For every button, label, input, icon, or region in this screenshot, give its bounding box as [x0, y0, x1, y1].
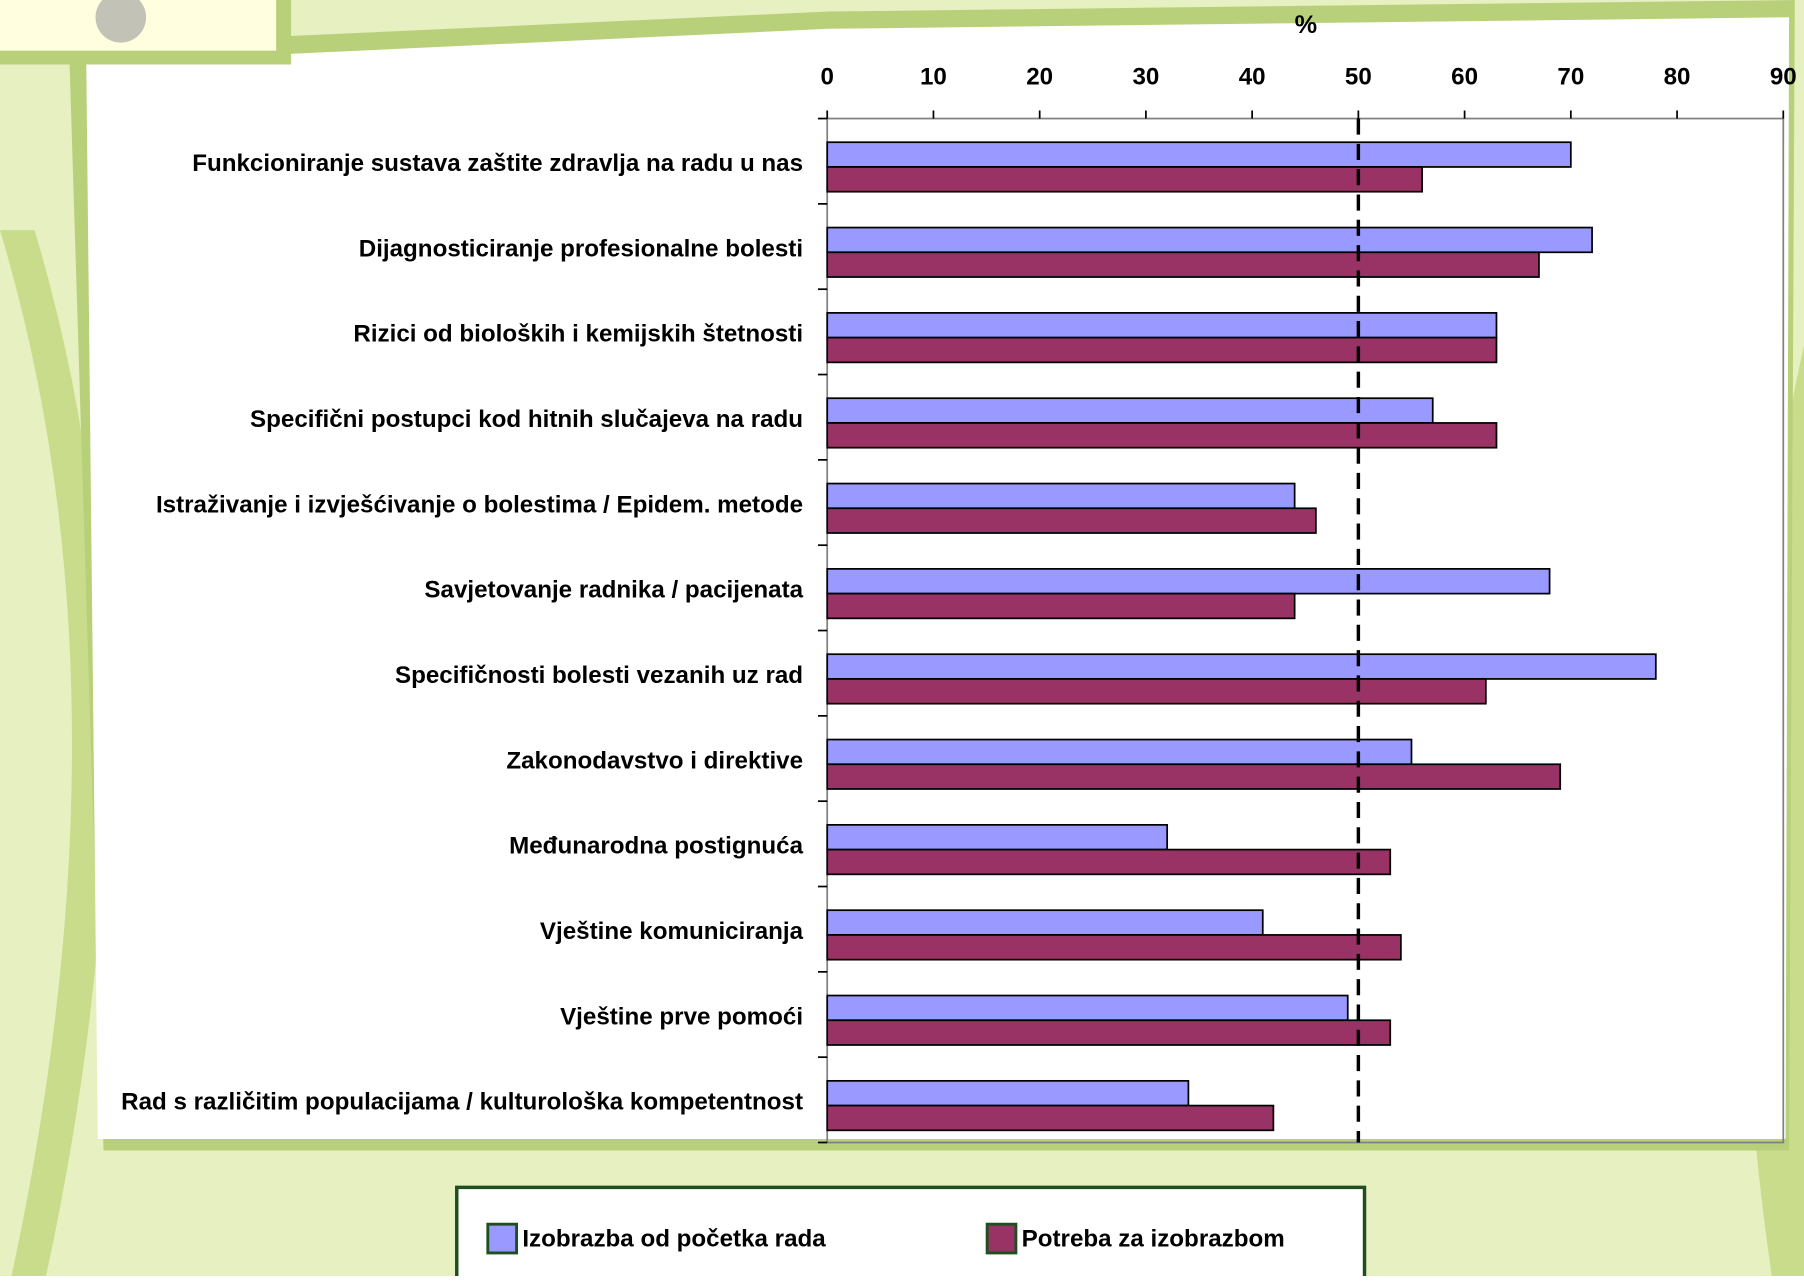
- y-tick-label: Rizici od bioloških i kemijskih štetnost…: [353, 321, 803, 348]
- x-tick-label: 40: [1239, 64, 1266, 91]
- bar: [827, 1020, 1390, 1045]
- x-tick-label: 0: [820, 64, 833, 91]
- y-tick-label: Vještine komuniciranja: [540, 918, 804, 945]
- x-axis-label: %: [1295, 11, 1317, 39]
- x-tick-label: 10: [920, 64, 947, 91]
- bar: [827, 910, 1263, 935]
- bar: [827, 508, 1316, 533]
- y-tick-label: Vještine prve pomoći: [560, 1003, 803, 1030]
- y-tick-label: Istraživanje i izvješćivanje o bolestima…: [156, 491, 803, 518]
- bar: [827, 423, 1496, 448]
- y-tick-label: Zakonodavstvo i direktive: [506, 747, 803, 774]
- page: % 0 10 20 30 40 50 60 70 80 90 Funkcioniranje sust…: [0, 0, 1804, 1276]
- legend-label: Izobrazba od početka rada: [522, 1226, 826, 1253]
- x-tick-label: 80: [1664, 64, 1691, 91]
- y-tick-label: Dijagnosticiranje profesionalne bolesti: [359, 235, 803, 262]
- bar: [827, 167, 1422, 192]
- x-tick-label: 30: [1132, 64, 1159, 91]
- legend-swatch: [488, 1224, 517, 1253]
- bar: [827, 569, 1549, 594]
- x-tick-label: 60: [1451, 64, 1478, 91]
- chart: % 0 10 20 30 40 50 60 70 80 90 Funkcioniranje sust…: [0, 0, 1804, 1276]
- bar: [827, 740, 1411, 765]
- bar: [827, 228, 1592, 253]
- x-tick-label: 50: [1345, 64, 1372, 91]
- y-tick-label: Rad s različitim populacijama / kulturol…: [121, 1089, 803, 1116]
- bar: [827, 398, 1433, 423]
- y-tick-label: Specifični postupci kod hitnih slučajeva…: [250, 406, 803, 433]
- y-tick-label: Savjetovanje radnika / pacijenata: [424, 577, 803, 604]
- bar: [827, 825, 1167, 850]
- legend-swatch: [987, 1224, 1016, 1253]
- bar: [827, 142, 1571, 167]
- bar: [827, 935, 1401, 960]
- bar: [827, 252, 1539, 277]
- bar: [827, 764, 1560, 789]
- legend-label: Potreba za izobrazbom: [1022, 1226, 1285, 1253]
- bar: [827, 484, 1294, 509]
- bar: [827, 594, 1294, 619]
- x-tick-label: 90: [1770, 64, 1797, 91]
- x-tick-label: 70: [1557, 64, 1584, 91]
- bar: [827, 1081, 1188, 1106]
- bar: [827, 996, 1348, 1021]
- bar: [827, 338, 1496, 363]
- y-tick-label: Funkcioniranje sustava zaštite zdravlja …: [192, 150, 803, 177]
- bar: [827, 850, 1390, 875]
- y-tick-label: Međunarodna postignuća: [509, 833, 803, 860]
- x-tick-label: 20: [1026, 64, 1053, 91]
- bar: [827, 654, 1656, 679]
- bar: [827, 679, 1486, 704]
- bar: [827, 313, 1496, 338]
- bar: [827, 1106, 1273, 1131]
- y-tick-label: Specifičnosti bolesti vezanih uz rad: [395, 662, 803, 689]
